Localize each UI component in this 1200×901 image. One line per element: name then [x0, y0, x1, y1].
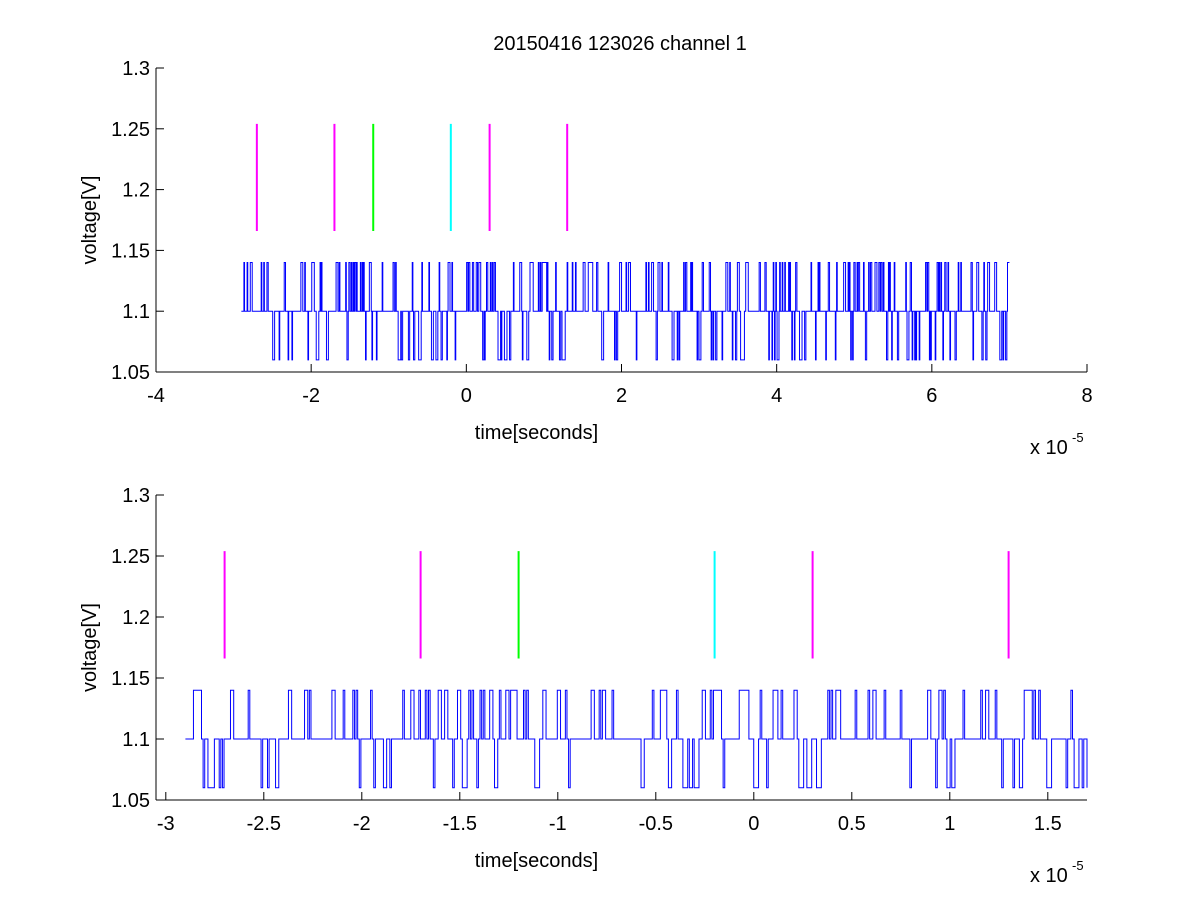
voltage-trace: [241, 262, 1010, 361]
y-tick-label: 1.1: [122, 729, 150, 751]
y-tick-label: 1.25: [111, 546, 150, 568]
x-tick-label: 0: [461, 385, 472, 407]
x-exponent-label: x 10: [1030, 865, 1068, 887]
x-tick-label: -2: [353, 813, 371, 835]
y-tick-label: 1.1: [122, 301, 150, 323]
y-tick-label: 1.2: [122, 180, 150, 202]
y-tick-label: 1.2: [122, 607, 150, 629]
x-tick-label: 2: [616, 385, 627, 407]
x-tick-label: 0.5: [838, 813, 866, 835]
x-axis-label: time[seconds]: [475, 422, 598, 444]
x-tick-label: 8: [1081, 385, 1092, 407]
y-tick-label: 1.05: [111, 362, 150, 384]
y-tick-label: 1.15: [111, 668, 150, 690]
y-tick-label: 1.3: [122, 485, 150, 507]
x-tick-label: -0.5: [639, 813, 673, 835]
x-exponent-value: -5: [1072, 858, 1084, 873]
x-tick-label: 1.5: [1034, 813, 1062, 835]
x-tick-label: 0: [748, 813, 759, 835]
y-axis-label: voltage[V]: [79, 603, 101, 692]
figure-title: 20150416 123026 channel 1: [493, 33, 747, 55]
y-tick-label: 1.15: [111, 240, 150, 262]
x-tick-label: -1: [549, 813, 567, 835]
y-tick-label: 1.05: [111, 790, 150, 812]
x-tick-label: -1.5: [443, 813, 477, 835]
y-tick-label: 1.25: [111, 119, 150, 141]
x-tick-label: 6: [926, 385, 937, 407]
x-tick-label: -4: [147, 385, 165, 407]
bottom-subplot: 1.05 1.1 1.15 1.2 1.25 1.3 -3 -2.5 -2 -1.5 -1 -0.5 0…: [79, 485, 1088, 887]
voltage-trace: [185, 689, 1088, 789]
x-tick-label: -2.5: [247, 813, 281, 835]
x-tick-label: 1: [944, 813, 955, 835]
x-tick-label: 4: [771, 385, 782, 407]
x-axis-label: time[seconds]: [475, 850, 598, 872]
top-subplot: 1.05 1.1 1.15 1.2 1.25 1.3 -4 -2 0 2 4 6 8 time[secon…: [79, 58, 1093, 459]
x-tick-label: -3: [157, 813, 175, 835]
y-tick-label: 1.3: [122, 58, 150, 80]
y-axis-label: voltage[V]: [79, 176, 101, 265]
x-exponent-label: x 10: [1030, 437, 1068, 459]
x-exponent-value: -5: [1072, 430, 1084, 445]
x-tick-label: -2: [302, 385, 320, 407]
